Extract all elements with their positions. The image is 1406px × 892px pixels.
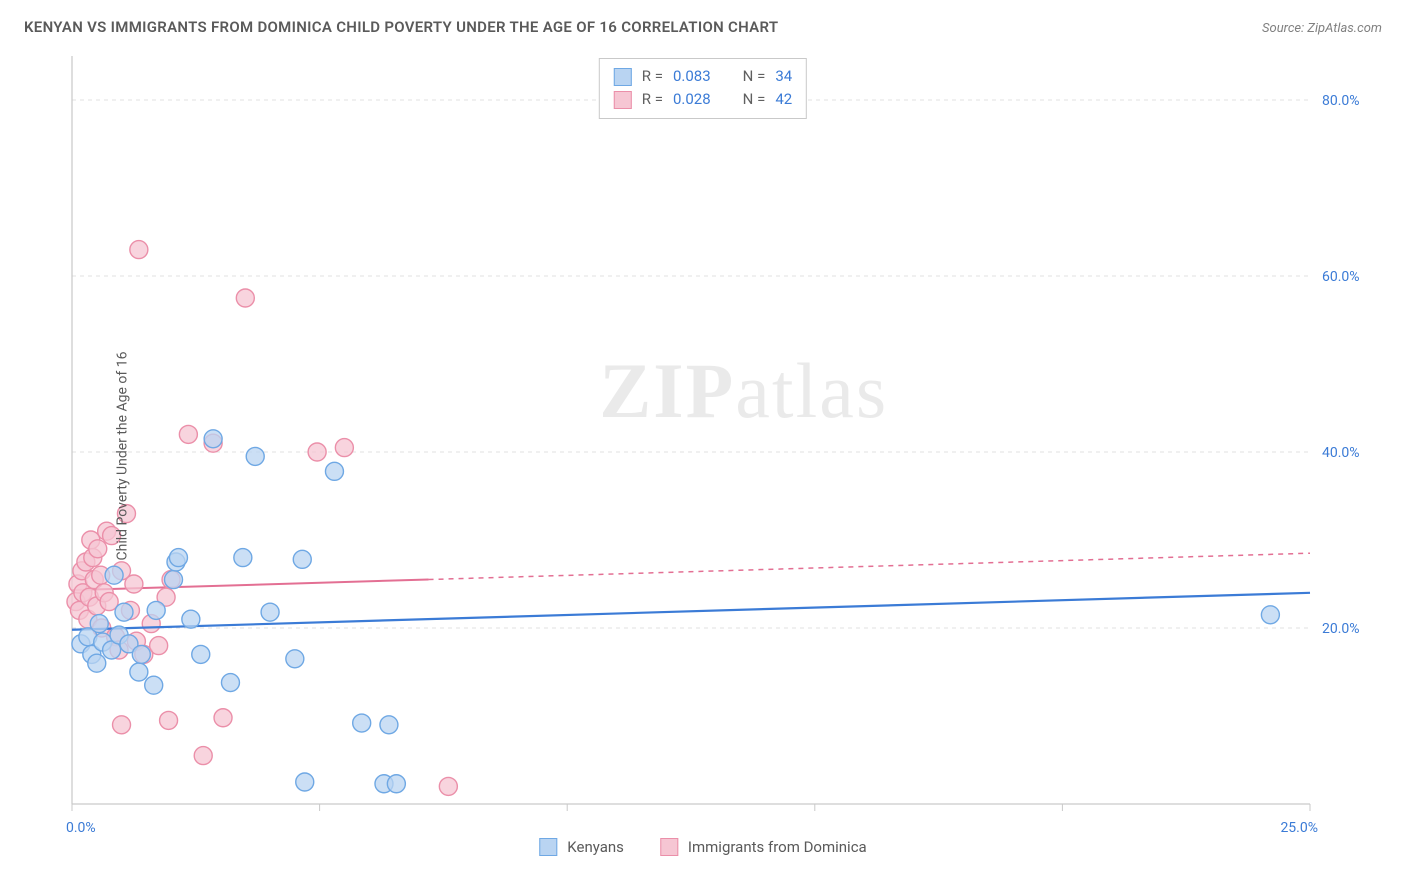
legend-item-dominica: Immigrants from Dominica [660,838,867,856]
legend-row: R = 0.028 N = 42 [614,88,792,111]
legend-swatch-kenyans [539,838,557,856]
correlation-legend: R = 0.083 N = 34 R = 0.028 N = 42 [599,58,807,119]
legend-item-kenyans: Kenyans [539,838,624,856]
chart-area: Child Poverty Under the Age of 16 20.0% 4… [24,50,1382,862]
svg-text:60.0%: 60.0% [1322,269,1360,285]
legend-swatch-dominica [660,838,678,856]
svg-text:20.0%: 20.0% [1322,621,1360,637]
legend-swatch-kenyans [614,68,632,86]
svg-text:40.0%: 40.0% [1322,445,1360,461]
chart-title: KENYAN VS IMMIGRANTS FROM DOMINICA CHILD… [24,18,778,36]
svg-text:25.0%: 25.0% [1280,820,1318,836]
svg-text:80.0%: 80.0% [1322,93,1360,109]
y-axis-title: Child Poverty Under the Age of 16 [115,352,131,561]
series-legend: Kenyans Immigrants from Dominica [539,838,866,856]
chart-source: Source: ZipAtlas.com [1262,21,1382,36]
legend-row: R = 0.083 N = 34 [614,65,792,88]
legend-swatch-dominica [614,91,632,109]
chart-header: KENYAN VS IMMIGRANTS FROM DOMINICA CHILD… [0,0,1406,44]
scatter-plot: 20.0% 40.0% 60.0% 80.0% 0.0% 25.0% [24,50,1382,862]
svg-text:0.0%: 0.0% [66,820,96,836]
